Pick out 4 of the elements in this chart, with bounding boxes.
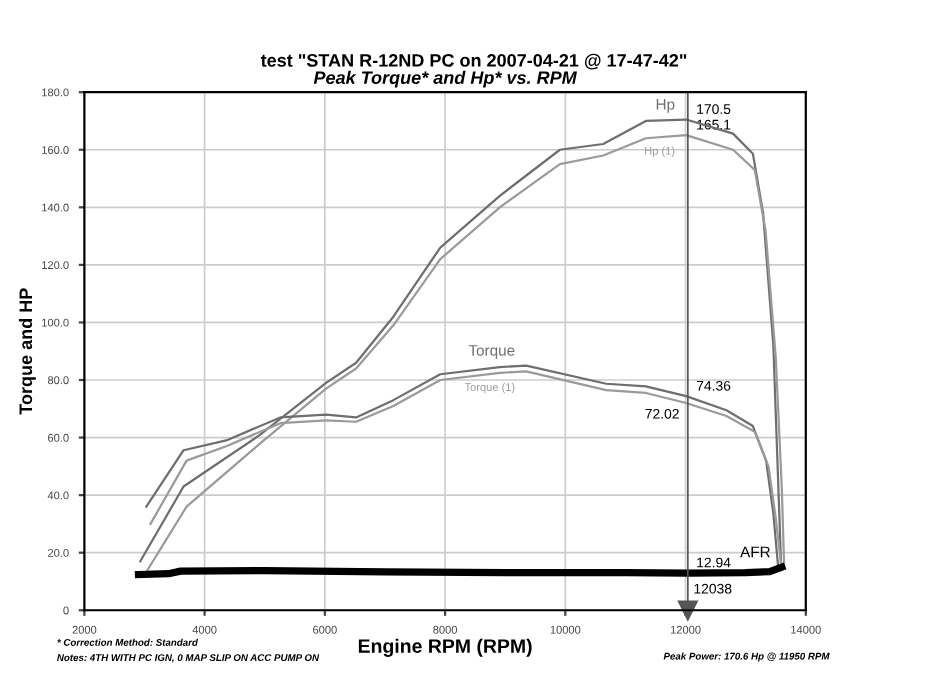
chart-subtitle: Peak Torque* and Hp* vs. RPM (313, 70, 578, 88)
y-axis-title: Torque and HP (18, 288, 36, 415)
x-axis-title: Engine RPM (RPM) (358, 638, 532, 657)
chart-title: test "STAN R-12ND PC on 2007-04-21 @ 17-47-42" (260, 53, 687, 70)
